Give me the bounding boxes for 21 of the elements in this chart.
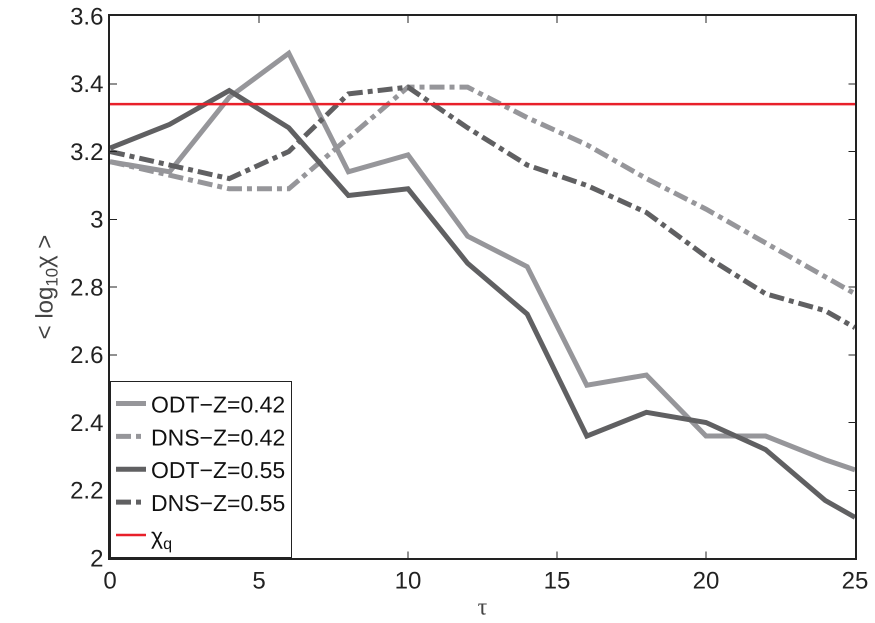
y-tick-label: 3.4 xyxy=(70,71,104,98)
x-tick-label: 0 xyxy=(103,568,117,595)
x-tick-label: 15 xyxy=(544,568,570,595)
y-tick-label: 3.2 xyxy=(70,138,104,166)
y-tick-label: 2.4 xyxy=(70,410,104,437)
y-tick-label: 2 xyxy=(90,545,104,572)
legend-label: ODT−Z=0.55 xyxy=(151,457,286,484)
y-tick-label: 2.6 xyxy=(70,342,104,370)
x-tick-label: 5 xyxy=(252,568,266,595)
x-axis-title: τ xyxy=(478,594,488,620)
legend-label: DNS−Z=0.55 xyxy=(151,490,286,516)
y-tick-label: 3.6 xyxy=(70,3,104,30)
y-tick-label: 3 xyxy=(90,206,104,234)
x-tick-label: 25 xyxy=(842,568,868,595)
legend-label: χ$_{q}$ xyxy=(151,523,172,553)
y-tick-label: 2.2 xyxy=(70,478,104,505)
legend-label: DNS−Z=0.42 xyxy=(151,424,286,450)
y-tick-label: 2.8 xyxy=(70,274,104,302)
x-tick-label: 10 xyxy=(394,568,422,595)
legend-label: ODT−Z=0.42 xyxy=(151,391,286,418)
x-tick-label: 20 xyxy=(692,568,720,595)
